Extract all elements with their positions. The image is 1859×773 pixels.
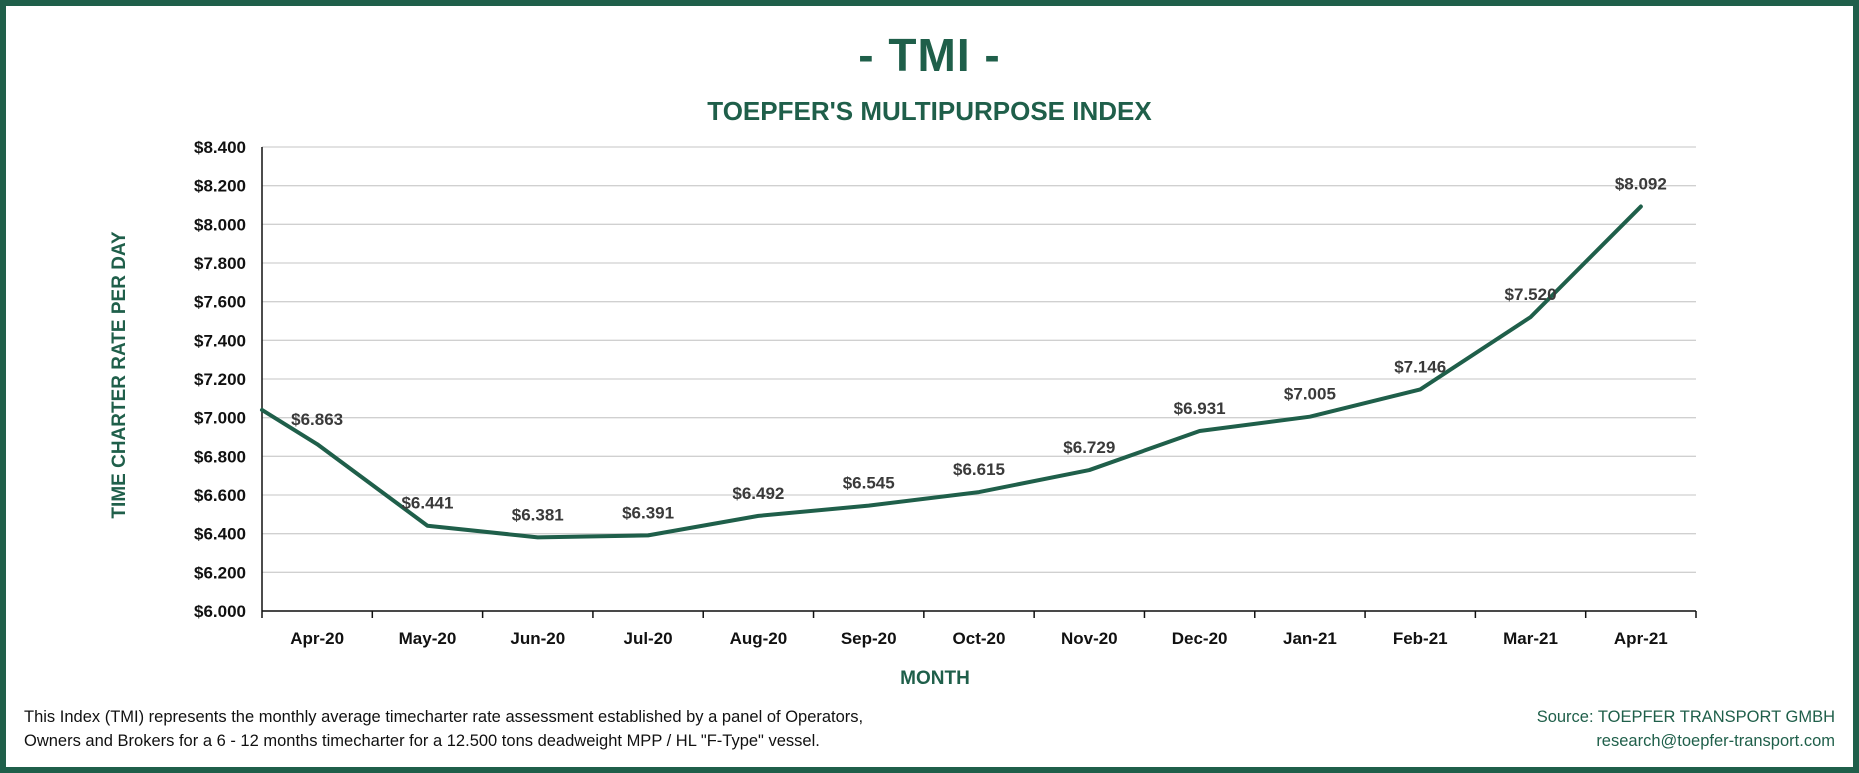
data-label: $6.391 (622, 503, 674, 522)
x-tick-label: Mar-21 (1503, 629, 1558, 648)
footnote-line-2: Owners and Brokers for a 6 - 12 months t… (24, 732, 820, 750)
source-email[interactable]: research@toepfer-transport.com (1596, 732, 1835, 750)
y-tick-label: $8.000 (194, 215, 246, 234)
data-label: $6.615 (953, 460, 1005, 479)
x-tick-label: Apr-20 (290, 629, 344, 648)
chart-subtitle: TOEPFER'S MULTIPURPOSE INDEX (707, 96, 1152, 126)
footnote-line-1: This Index (TMI) represents the monthly … (24, 708, 864, 726)
x-tick-label: Oct-20 (953, 629, 1006, 648)
data-label: $7.520 (1505, 285, 1557, 304)
footnote: This Index (TMI) represents the monthly … (24, 705, 863, 753)
x-tick-label: Feb-21 (1393, 629, 1448, 648)
y-tick-label: $7.000 (194, 409, 246, 428)
y-tick-label: $7.800 (194, 254, 246, 273)
data-label: $8.092 (1615, 175, 1667, 194)
data-label: $7.005 (1284, 385, 1336, 404)
y-tick-label: $6.000 (194, 602, 246, 621)
chart-title: - TMI - (858, 29, 1001, 81)
y-tick-label: $6.400 (194, 525, 246, 544)
y-axis-label: TIME CHARTER RATE PER DAY (109, 231, 130, 519)
data-label: $6.863 (291, 410, 343, 429)
data-label: $6.545 (843, 474, 895, 493)
x-tick-label: Jun-20 (510, 629, 565, 648)
data-label: $7.146 (1394, 357, 1446, 376)
y-tick-label: $7.400 (194, 331, 246, 350)
x-tick-label: Sep-20 (841, 629, 897, 648)
y-tick-label: $6.800 (194, 447, 246, 466)
data-label: $6.381 (512, 505, 564, 524)
source-line-1: Source: TOEPFER TRANSPORT GMBH (1536, 708, 1835, 726)
x-tick-label: May-20 (399, 629, 457, 648)
y-tick-label: $8.400 (194, 138, 246, 157)
x-tick-label: Apr-21 (1614, 629, 1668, 648)
data-label: $6.441 (401, 494, 453, 513)
y-tick-label: $7.600 (194, 293, 246, 312)
y-tick-label: $6.600 (194, 486, 246, 505)
x-tick-label: Jul-20 (624, 629, 673, 648)
y-tick-label: $8.200 (194, 177, 246, 196)
y-tick-label: $6.200 (194, 563, 246, 582)
x-tick-label: Nov-20 (1061, 629, 1118, 648)
source-credit: Source: TOEPFER TRANSPORT GMBH research@… (1537, 705, 1835, 753)
data-label: $6.492 (732, 484, 784, 503)
x-tick-label: Dec-20 (1172, 629, 1228, 648)
y-tick-label: $7.200 (194, 370, 246, 389)
x-tick-label: Aug-20 (730, 629, 788, 648)
x-tick-label: Jan-21 (1283, 629, 1337, 648)
series-line (260, 204, 1643, 540)
data-label: $6.729 (1063, 438, 1115, 457)
data-label: $6.931 (1174, 399, 1226, 418)
x-axis-label: MONTH (900, 668, 970, 689)
